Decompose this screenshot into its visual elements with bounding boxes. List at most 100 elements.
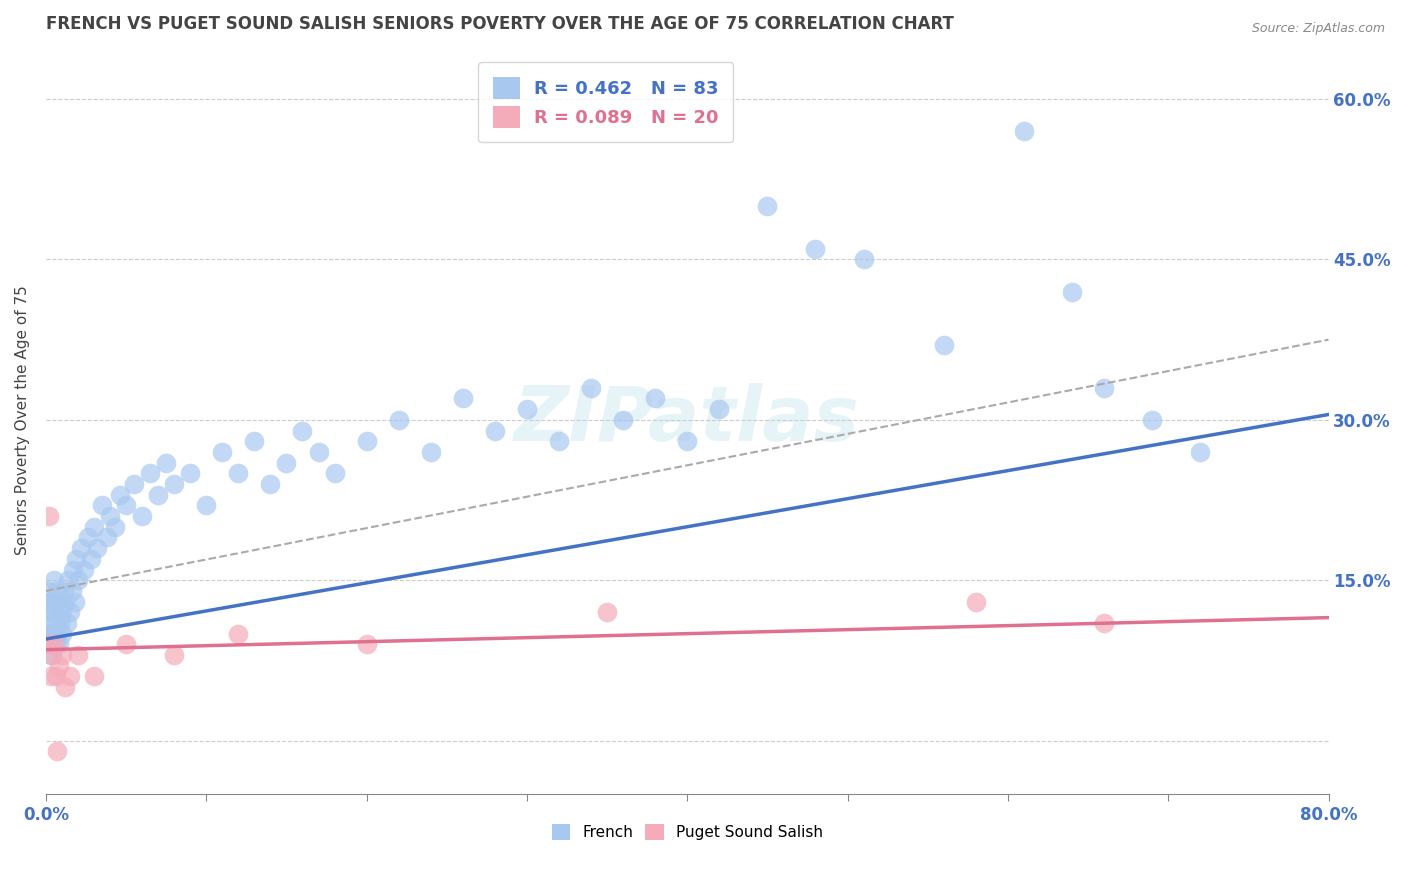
Point [131,509,153,524]
Point [45,637,67,651]
Point [388,413,411,427]
Point [67,573,90,587]
Point [1092,615,1115,630]
Point [83,520,105,534]
Text: FRENCH VS PUGET SOUND SALISH SENIORS POVERTY OVER THE AGE OF 75 CORRELATION CHAR: FRENCH VS PUGET SOUND SALISH SENIORS POV… [46,15,953,33]
Point [1060,285,1083,299]
Point [80,551,103,566]
Point [259,477,281,491]
Point [211,445,233,459]
Text: Source: ZipAtlas.com: Source: ZipAtlas.com [1251,22,1385,36]
Point [60,583,83,598]
Point [115,637,138,651]
Point [76,531,98,545]
Point [579,381,602,395]
Text: ZIPatlas: ZIPatlas [515,383,860,457]
Point [596,605,619,619]
Point [39,648,62,662]
Point [323,467,346,481]
Point [70,541,93,555]
Point [98,509,121,524]
Point [451,392,474,406]
Point [51,605,73,619]
Point [122,477,145,491]
Point [163,648,186,662]
Point [243,434,266,449]
Point [516,402,538,417]
Point [37,637,59,651]
Point [38,637,60,651]
Point [96,531,118,545]
Point [155,456,177,470]
Point [356,434,378,449]
Point [42,626,65,640]
Point [41,594,63,608]
Point [709,402,731,417]
Point [39,669,62,683]
Point [965,594,987,608]
Point [63,594,86,608]
Point [1092,381,1115,395]
Point [51,626,73,640]
Point [195,499,218,513]
Point [53,594,76,608]
Point [73,562,96,576]
Point [59,605,82,619]
Y-axis label: Seniors Poverty Over the Age of 75: Seniors Poverty Over the Age of 75 [15,285,30,555]
Point [276,456,298,470]
Point [104,520,127,534]
Point [86,541,108,555]
Point [52,583,75,598]
Legend: French, Puget Sound Salish: French, Puget Sound Salish [546,818,830,847]
Point [46,744,69,758]
Point [644,392,666,406]
Point [65,551,87,566]
Point [676,434,699,449]
Point [148,488,170,502]
Point [612,413,634,427]
Point [49,615,72,630]
Point [83,669,105,683]
Point [58,573,80,587]
Point [45,615,67,630]
Point [39,626,62,640]
Point [41,637,63,651]
Point [291,424,314,438]
Point [67,648,90,662]
Point [48,637,70,651]
Point [484,424,506,438]
Point [42,637,65,651]
Point [56,615,79,630]
Point [46,626,69,640]
Point [45,594,67,608]
Point [91,499,114,513]
Point [804,242,827,256]
Point [53,680,76,694]
Point [308,445,330,459]
Point [51,648,73,662]
Point [37,626,59,640]
Point [48,658,70,673]
Point [41,648,63,662]
Point [41,615,63,630]
Point [756,199,779,213]
Point [38,594,60,608]
Point [228,626,250,640]
Point [179,467,201,481]
Point [1140,413,1163,427]
Point [852,252,875,267]
Point [42,573,65,587]
Point [48,605,70,619]
Point [163,477,186,491]
Point [932,338,955,352]
Point [139,467,162,481]
Point [419,445,441,459]
Point [108,488,131,502]
Point [37,583,59,598]
Point [49,594,72,608]
Point [356,637,378,651]
Point [115,499,138,513]
Point [1189,445,1212,459]
Point [45,669,67,683]
Point [39,605,62,619]
